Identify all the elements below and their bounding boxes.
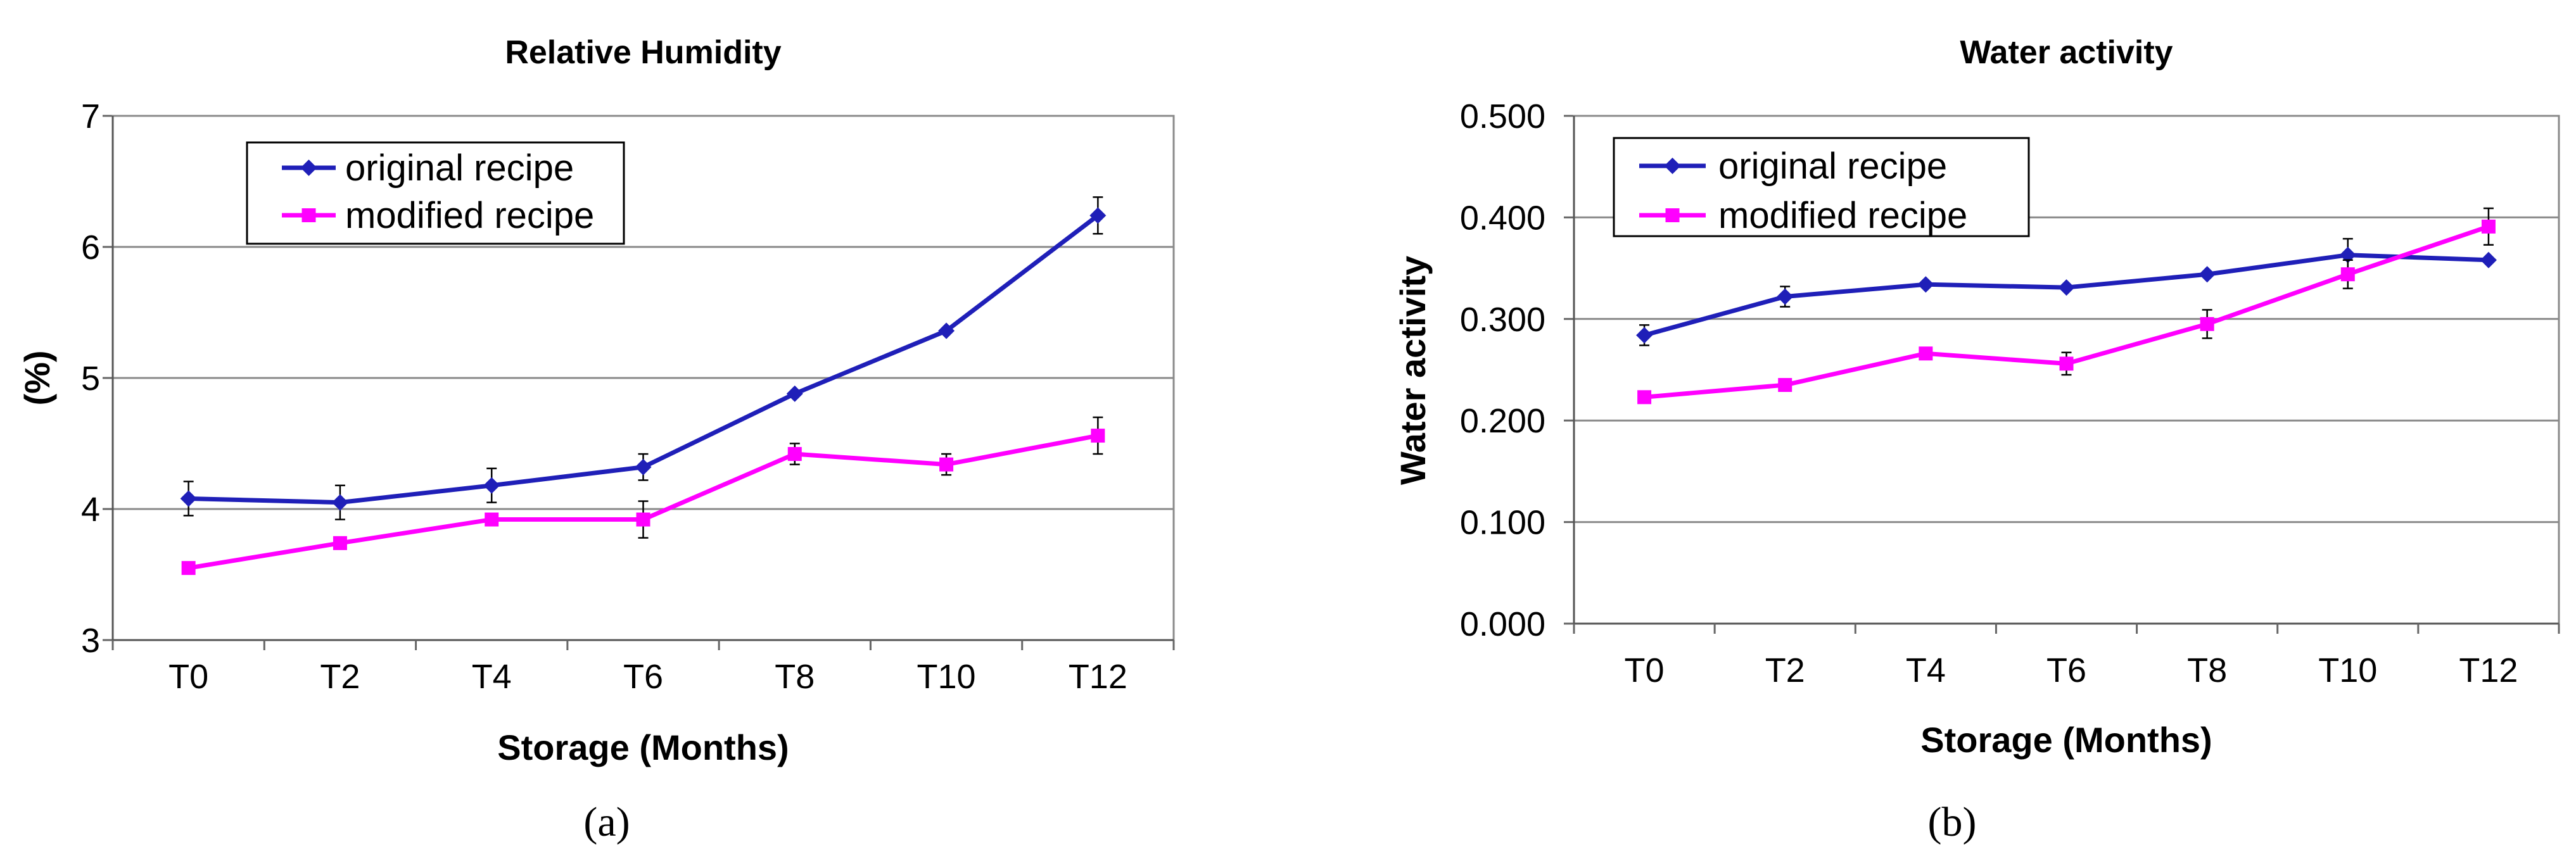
data-point bbox=[1091, 429, 1105, 443]
legend-swatch-marker bbox=[300, 160, 317, 176]
chart-title: Water activity bbox=[1960, 34, 2173, 71]
panel-label: (b) bbox=[1928, 799, 1977, 845]
data-point bbox=[2198, 266, 2216, 283]
data-point bbox=[180, 490, 197, 507]
data-point bbox=[2059, 356, 2074, 371]
legend: original recipe modified recipe bbox=[1613, 137, 2030, 237]
legend-label: original recipe bbox=[1718, 146, 1947, 187]
data-point bbox=[181, 561, 196, 576]
x-tick-label: T12 bbox=[1069, 658, 1127, 696]
x-axis-label: Storage (Months) bbox=[497, 727, 789, 767]
y-tick-label: 6 bbox=[81, 229, 100, 267]
data-point bbox=[636, 512, 650, 527]
legend-box bbox=[1613, 137, 2030, 237]
x-tick-label: T10 bbox=[2318, 651, 2377, 689]
y-tick-label: 0.500 bbox=[1460, 97, 1545, 135]
data-point bbox=[1919, 346, 1933, 361]
x-tick-label: T10 bbox=[917, 658, 976, 696]
chart-panel-b: Water activity 0.000 0.100 0.200 0.300 0.400 0… bbox=[1393, 34, 2560, 845]
data-point bbox=[2339, 246, 2356, 263]
x-tick-label: T2 bbox=[320, 658, 360, 696]
data-point bbox=[485, 512, 499, 527]
data-point bbox=[1777, 288, 1794, 305]
data-point bbox=[786, 385, 803, 402]
legend-swatch-marker bbox=[1665, 208, 1680, 222]
y-axis-label: (%) bbox=[17, 350, 57, 405]
series-modified-recipe bbox=[1637, 207, 2496, 405]
x-axis-label: Storage (Months) bbox=[1920, 720, 2212, 760]
data-point bbox=[1778, 378, 1792, 393]
x-tick-label: T6 bbox=[623, 658, 663, 696]
y-tick-label: 0.200 bbox=[1460, 402, 1545, 440]
y-axis-label: Water activity bbox=[1393, 256, 1433, 485]
legend-box bbox=[246, 141, 625, 245]
y-tick-label: 3 bbox=[81, 622, 100, 660]
x-tick-label: T8 bbox=[775, 658, 815, 696]
y-tick-label: 5 bbox=[81, 360, 100, 398]
data-point bbox=[1637, 390, 1652, 405]
y-tick-label: 7 bbox=[81, 97, 100, 135]
data-point bbox=[939, 457, 954, 472]
chart-title: Relative Humidity bbox=[505, 34, 781, 71]
data-point bbox=[331, 494, 348, 511]
legend-label: original recipe bbox=[345, 148, 574, 189]
x-tick-label: T6 bbox=[2046, 651, 2086, 689]
y-tick-label: 4 bbox=[81, 491, 100, 529]
x-tick-label: T4 bbox=[472, 658, 512, 696]
panel-label: (a) bbox=[583, 799, 630, 845]
data-point bbox=[787, 447, 802, 462]
data-point bbox=[2480, 251, 2497, 268]
y-tick-label: 0.000 bbox=[1460, 605, 1545, 643]
data-point bbox=[2200, 317, 2214, 331]
chart-panel-a: Relative Humidity 3 4 5 6 7 T0 T2 T4 T6 T8 T10 T12 St… bbox=[17, 34, 1175, 845]
series-original-recipe bbox=[180, 196, 1107, 520]
x-tick-label: T12 bbox=[2459, 651, 2518, 689]
data-point bbox=[2058, 279, 2075, 296]
data-point bbox=[2481, 219, 2496, 234]
legend-swatch-marker bbox=[301, 208, 316, 222]
data-point bbox=[1636, 327, 1653, 344]
data-point bbox=[333, 536, 347, 550]
data-point bbox=[1089, 207, 1107, 224]
data-point bbox=[483, 477, 500, 494]
x-tick-label: T2 bbox=[1765, 651, 1805, 689]
data-point bbox=[1917, 276, 1934, 293]
series-modified-recipe bbox=[181, 416, 1105, 576]
data-point bbox=[635, 458, 652, 475]
data-point bbox=[2340, 267, 2355, 282]
x-tick-label: T8 bbox=[2187, 651, 2227, 689]
x-tick-label: T0 bbox=[168, 658, 208, 696]
legend-label: modified recipe bbox=[345, 195, 594, 236]
y-tick-label: 0.300 bbox=[1460, 301, 1545, 339]
x-tick-label: T0 bbox=[1625, 651, 1665, 689]
legend-swatch-marker bbox=[1664, 158, 1681, 174]
x-tick-label: T4 bbox=[1906, 651, 1946, 689]
series-original-recipe bbox=[1636, 237, 2497, 346]
y-tick-label: 0.400 bbox=[1460, 199, 1545, 237]
legend: original recipe modified recipe bbox=[246, 141, 625, 245]
legend-label: modified recipe bbox=[1718, 195, 1967, 236]
y-tick-label: 0.100 bbox=[1460, 504, 1545, 542]
data-point bbox=[938, 322, 955, 339]
